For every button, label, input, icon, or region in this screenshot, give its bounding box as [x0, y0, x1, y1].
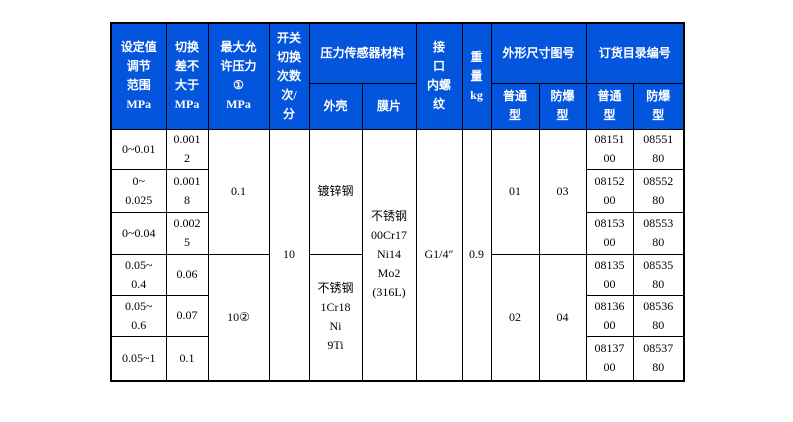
header-weight: 重 量 kg	[461, 22, 492, 130]
cell-range: 0~ 0.025	[110, 168, 167, 213]
cell-order-normal: 08135 00	[585, 253, 634, 296]
header-switch-diff: 切换 差不 大于 MPa	[165, 22, 209, 130]
cell-diff: 0.002 5	[165, 211, 209, 255]
cell-order-ex: 08551 80	[632, 128, 685, 170]
cell-order-normal: 08153 00	[585, 211, 634, 255]
cell-diaphragm: 不锈钢 00Cr17 Ni14 Mo2 (316L)	[361, 128, 417, 382]
cell-weight: 0.9	[461, 128, 492, 382]
cell-diff: 0.07	[165, 294, 209, 337]
cell-order-ex: 08536 80	[632, 294, 685, 337]
cell-range: 0.05~ 0.4	[110, 253, 167, 296]
table-row: 0.05~ 0.4 0.06 10② 不锈钢 1Cr18 Ni 9Ti 02 0…	[110, 253, 685, 382]
header-dim-ex-type: 防爆 型	[538, 82, 587, 130]
cell-diff: 0.1	[165, 335, 209, 382]
cell-range: 0~0.04	[110, 211, 167, 255]
header-max-pressure: 最大允 许压力 ① MPa	[207, 22, 270, 130]
cell-order-ex: 08552 80	[632, 168, 685, 213]
cell-diff: 0.001 8	[165, 168, 209, 213]
cell-shell: 镀锌钢	[308, 128, 363, 255]
header-order-ex-type: 防爆 型	[632, 82, 685, 130]
header-dimension-drawing-no: 外形尺寸图号	[490, 22, 587, 84]
cell-dim-ex: 03	[538, 128, 587, 255]
table-row: 0.05~1 0.1 08137 00 08537 80	[110, 335, 685, 382]
spec-table: 设定值 调节 范围 MPa 切换 差不 大于 MPa 最大允 许压力 ① MPa…	[110, 22, 686, 382]
cell-dim-normal: 01	[490, 128, 540, 255]
cell-order-normal: 08137 00	[585, 335, 634, 382]
cell-order-normal: 08152 00	[585, 168, 634, 213]
cell-dim-normal: 02	[490, 253, 540, 382]
cell-range: 0.05~1	[110, 335, 167, 382]
table-row: 0~0.01 0.001 2 0.1 10 镀锌钢 不锈钢 00Cr17 Ni1…	[110, 128, 685, 382]
cell-order-normal: 08151 00	[585, 128, 634, 170]
cell-diff: 0.06	[165, 253, 209, 296]
cell-shell: 不锈钢 1Cr18 Ni 9Ti	[308, 253, 363, 382]
cell-diff: 0.001 2	[165, 128, 209, 170]
header-set-range: 设定值 调节 范围 MPa	[110, 22, 167, 130]
header-switch-freq: 开关 切换 次数 次/ 分	[268, 22, 310, 130]
table-row: 0~ 0.025 0.001 8 08152 00 08552 80	[110, 168, 685, 213]
header-thread: 接 口 内螺 纹	[415, 22, 463, 130]
header-sensor-material: 压力传感器材料	[308, 22, 417, 84]
cell-order-ex: 08553 80	[632, 211, 685, 255]
header-diaphragm: 膜片	[361, 82, 417, 130]
cell-max-pressure: 0.1	[207, 128, 270, 255]
header-shell: 外壳	[308, 82, 363, 130]
cell-range: 0~0.01	[110, 128, 167, 170]
cell-order-ex: 08535 80	[632, 253, 685, 296]
header-dim-normal-type: 普通 型	[490, 82, 540, 130]
cell-max-pressure: 10②	[207, 253, 270, 382]
cell-order-ex: 08537 80	[632, 335, 685, 382]
header-order-catalog-no: 订货目录编号	[585, 22, 685, 84]
cell-dim-ex: 04	[538, 253, 587, 382]
table-row: 0~0.04 0.002 5 08153 00 08553 80	[110, 211, 685, 255]
cell-range: 0.05~ 0.6	[110, 294, 167, 337]
cell-thread: G1/4″	[415, 128, 463, 382]
cell-switch-freq: 10	[268, 128, 310, 382]
cell-order-normal: 08136 00	[585, 294, 634, 337]
header-order-normal-type: 普通 型	[585, 82, 634, 130]
